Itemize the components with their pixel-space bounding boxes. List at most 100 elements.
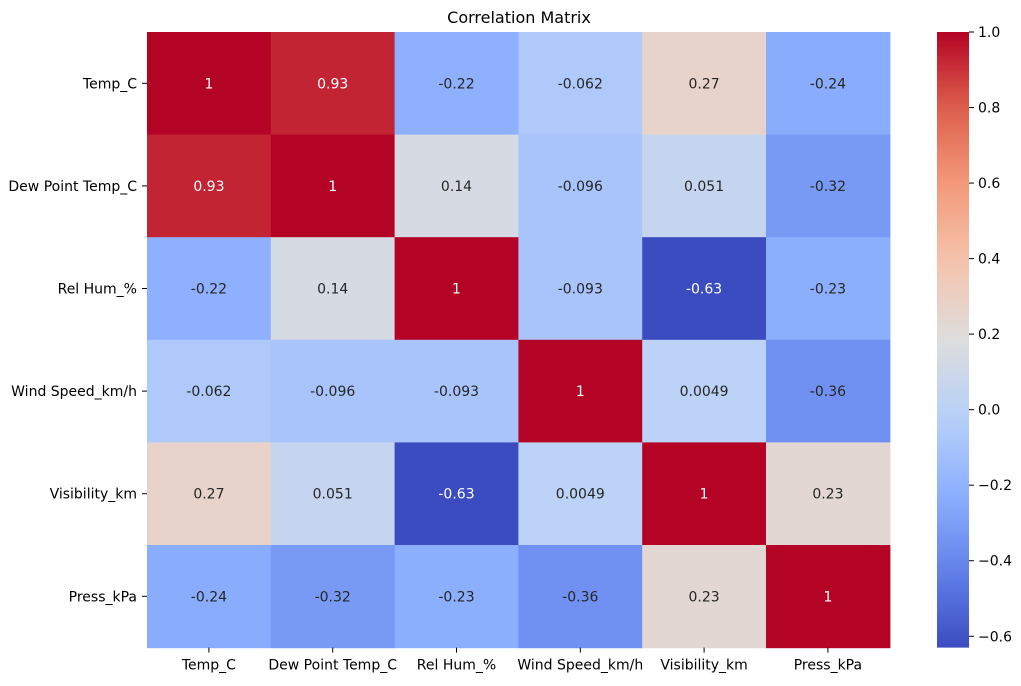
x-tick-label: Temp_C — [181, 658, 236, 674]
colorbar-gradient — [937, 32, 969, 648]
cell-annotation: -0.22 — [191, 282, 227, 298]
y-tick-label: Wind Speed_km/h — [11, 384, 137, 400]
heatmap-cell — [518, 134, 643, 238]
cell-annotation: 0.051 — [684, 179, 724, 195]
heatmap-cell — [766, 237, 891, 341]
cell-annotation: 0.0049 — [680, 384, 729, 400]
heatmap-cell — [270, 134, 396, 238]
cell-annotation: 0.27 — [689, 76, 720, 92]
cell-annotation: -0.062 — [558, 76, 603, 92]
y-tick-label: Press_kPa — [69, 589, 137, 605]
x-tick-label: Visibility_km — [660, 658, 747, 674]
cell-annotation: -0.24 — [810, 76, 846, 92]
heatmap-cell — [147, 237, 272, 341]
y-tick-label: Rel Hum_% — [58, 282, 137, 298]
heatmap-cell — [147, 134, 272, 238]
heatmap-cell — [147, 545, 272, 649]
colorbar-tick-label: 0.6 — [978, 176, 1000, 192]
heatmap-cell — [766, 32, 891, 136]
heatmap-cell — [766, 545, 891, 649]
colorbar-tick-label: 0.0 — [978, 403, 1000, 419]
cell-annotation: -0.093 — [434, 384, 479, 400]
heatmap-cell — [147, 32, 272, 136]
heatmap-cell — [270, 339, 396, 443]
cell-annotation: -0.062 — [186, 384, 231, 400]
cell-annotation: 0.93 — [317, 76, 348, 92]
colorbar-tick-label: 0.2 — [978, 327, 1000, 343]
colorbar: 1.0 0.8 0.6 0.4 0.2 0.0 −0.2 −0.4 −0.6 — [937, 25, 1012, 648]
cell-annotation: -0.32 — [315, 589, 351, 605]
heatmap-cell — [766, 134, 891, 238]
cell-annotation: -0.36 — [810, 384, 846, 400]
heatmap-cell — [642, 442, 767, 546]
cell-annotation: 1 — [700, 487, 709, 503]
heatmap-cell — [518, 545, 643, 649]
cell-annotation: 1 — [823, 589, 832, 605]
chart-title: Correlation Matrix — [447, 8, 591, 27]
cell-annotation: 1 — [576, 384, 585, 400]
cell-annotation: -0.22 — [438, 76, 474, 92]
heatmap-cell — [766, 339, 891, 443]
heatmap-cell — [147, 339, 272, 443]
colorbar-tick-label: −0.6 — [978, 629, 1012, 645]
heatmap-cell — [394, 442, 519, 546]
heatmap-cell — [394, 237, 519, 341]
heatmap-cell — [270, 237, 396, 341]
heatmap-cell — [270, 545, 396, 649]
colorbar-tick-label: 0.8 — [978, 101, 1000, 117]
cell-annotation: -0.24 — [191, 589, 227, 605]
heatmap-cell — [394, 134, 519, 238]
heatmap-cell — [394, 339, 519, 443]
cell-annotation: 0.14 — [317, 282, 348, 298]
heatmap-cell — [394, 32, 519, 136]
heatmap-cell — [147, 442, 272, 546]
cell-annotation: -0.36 — [562, 589, 598, 605]
heatmap-cell — [270, 442, 396, 546]
colorbar-tick-label: −0.4 — [978, 554, 1012, 570]
colorbar-tick-label: −0.2 — [978, 478, 1012, 494]
heatmap-cell — [642, 32, 767, 136]
heatmap-cell — [518, 32, 643, 136]
cell-annotation: -0.63 — [686, 282, 722, 298]
heatmap-cell — [642, 237, 767, 341]
y-tick-label: Temp_C — [82, 76, 137, 92]
x-tick-labels: Temp_C Dew Point Temp_C Rel Hum_% Wind Spee… — [181, 647, 862, 674]
cell-annotation: -0.093 — [558, 282, 603, 298]
cell-annotation: 1 — [452, 282, 461, 298]
cell-annotation: -0.096 — [558, 179, 603, 195]
cell-annotation: -0.32 — [810, 179, 846, 195]
cell-annotation: 0.93 — [193, 179, 224, 195]
cell-annotation: -0.096 — [310, 384, 355, 400]
y-tick-label: Visibility_km — [50, 487, 137, 503]
cell-annotation: 0.27 — [193, 487, 224, 503]
cell-annotation: 0.051 — [313, 487, 353, 503]
heatmap-cell — [518, 339, 643, 443]
x-tick-label: Press_kPa — [794, 658, 862, 674]
cell-annotation: 0.14 — [441, 179, 472, 195]
y-tick-label: Dew Point Temp_C — [8, 179, 137, 195]
cell-annotation: 1 — [328, 179, 337, 195]
cell-annotation: -0.23 — [438, 589, 474, 605]
cell-annotation: -0.63 — [438, 487, 474, 503]
heatmap-cell — [518, 442, 643, 546]
x-tick-label: Dew Point Temp_C — [268, 658, 397, 674]
heatmap-cell — [642, 134, 767, 238]
heatmap-cell — [766, 442, 891, 546]
cell-annotation: 0.23 — [812, 487, 843, 503]
colorbar-tick-label: 1.0 — [978, 25, 1000, 41]
heatmap-cell — [642, 339, 767, 443]
cell-annotation: 0.23 — [689, 589, 720, 605]
cell-annotation: -0.23 — [810, 282, 846, 298]
cell-annotation: 0.0049 — [556, 487, 605, 503]
cell-annotation: 1 — [204, 76, 213, 92]
y-tick-labels: Temp_C Dew Point Temp_C Rel Hum_% Wind Spee… — [8, 76, 147, 605]
colorbar-tick-label: 0.4 — [978, 252, 1000, 268]
heatmap-cell — [642, 545, 767, 649]
heatmap-cells: 1 0.93 -0.22 -0.062 0.27 -0.24 0.93 1 0.14 -0.096… — [147, 32, 891, 649]
heatmap-cell — [270, 32, 396, 136]
heatmap-cell — [518, 237, 643, 341]
heatmap-cell — [394, 545, 519, 649]
x-tick-label: Rel Hum_% — [417, 658, 496, 674]
